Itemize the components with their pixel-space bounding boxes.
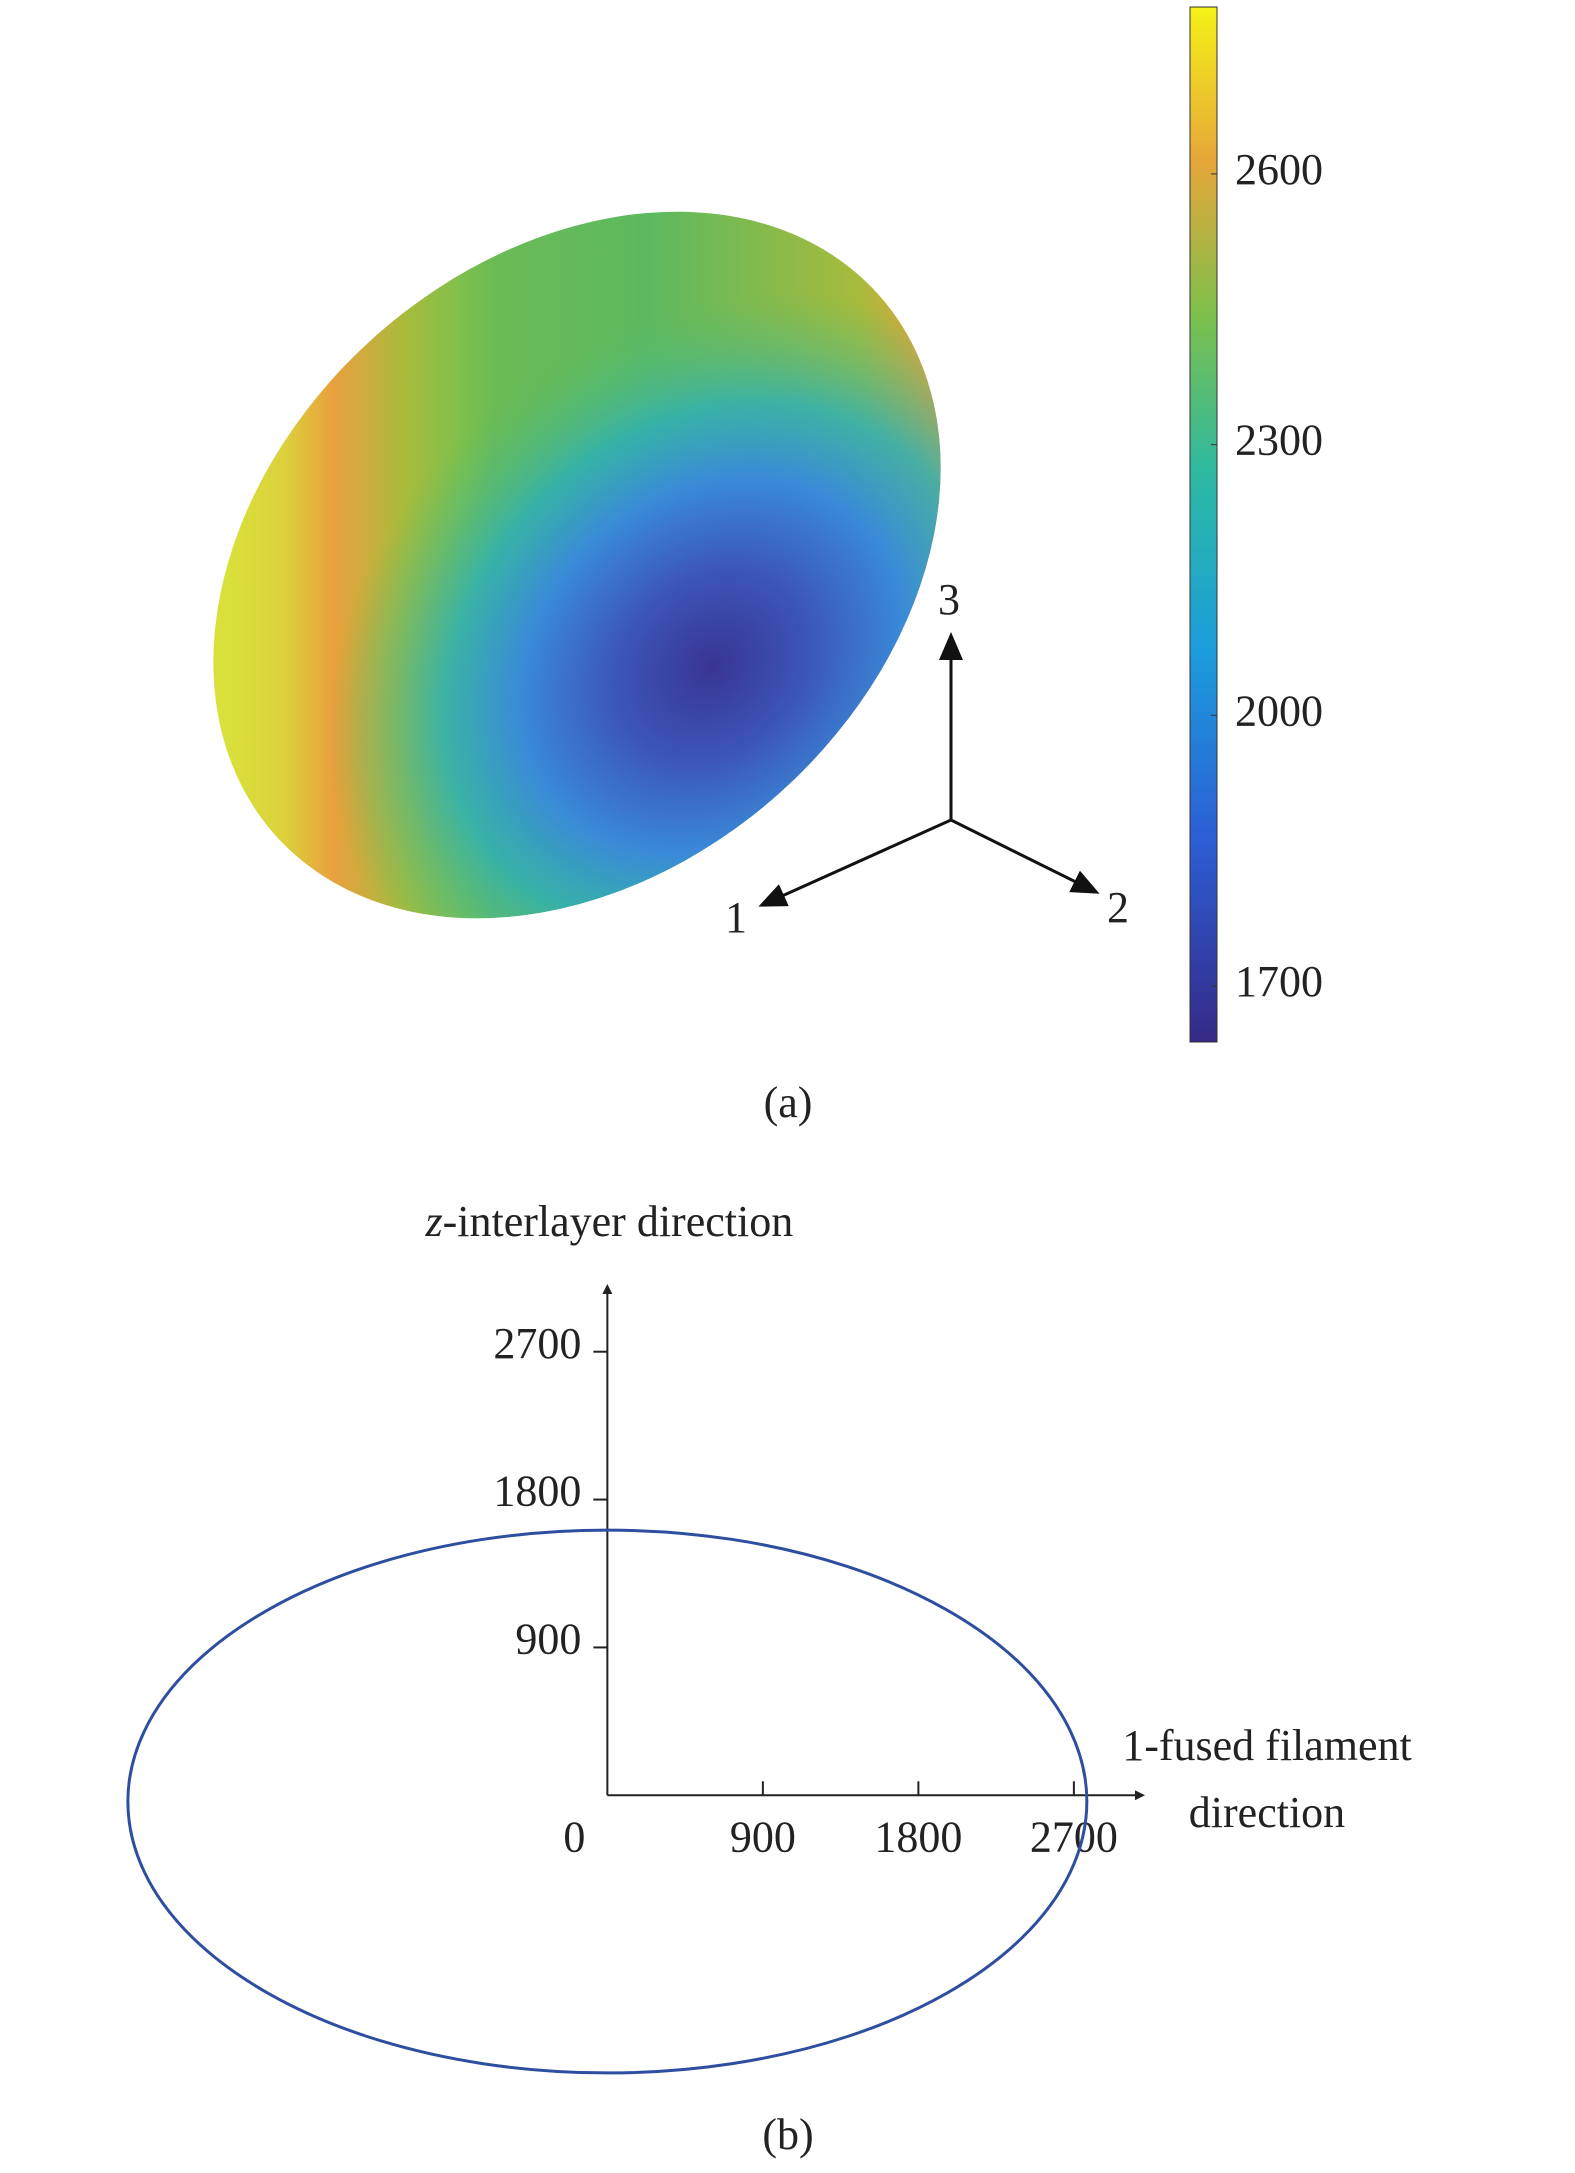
x-tick-label: 2700: [1030, 1812, 1118, 1861]
colorbar-tick-label: 2300: [1235, 416, 1323, 465]
y-axis-label: z-interlayer direction: [424, 1197, 793, 1246]
colorbar: [1189, 6, 1218, 1043]
y-tick-label: 2700: [493, 1319, 581, 1368]
axis-label: 2: [1107, 883, 1129, 932]
x-tick-label: 0: [563, 1812, 585, 1861]
colorbar-tick-label: 1700: [1235, 957, 1323, 1006]
axis-triad: [758, 632, 1100, 907]
caption: (b): [762, 2110, 813, 2159]
caption: (a): [764, 1078, 813, 1127]
axis-label: 3: [938, 575, 960, 624]
axis-label: 1: [725, 893, 747, 942]
x-tick-label: 900: [730, 1812, 796, 1861]
colorbar-tick-label: 2000: [1235, 686, 1323, 735]
x-tick-label: 1800: [874, 1812, 962, 1861]
y-tick-label: 900: [515, 1615, 581, 1664]
colorbar-tick-label: 2600: [1235, 145, 1323, 194]
x-axis-label: 1-fused filament direction: [1122, 1721, 1412, 1837]
series-line: [126, 1528, 1089, 2075]
y-tick-label: 1800: [493, 1467, 581, 1516]
